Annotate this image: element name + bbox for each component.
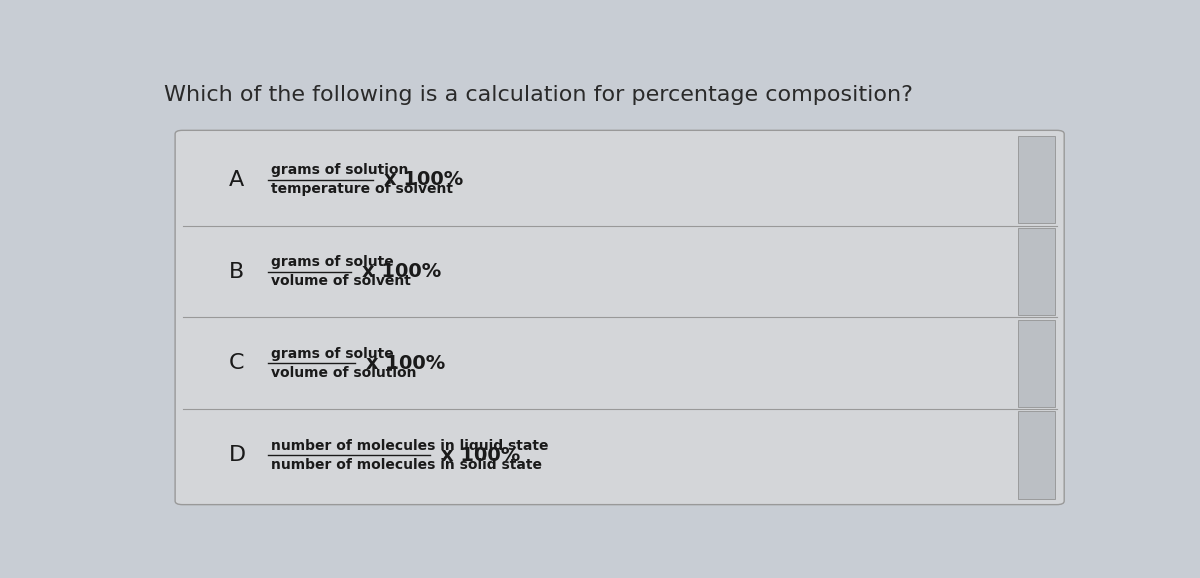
Text: number of molecules in liquid state: number of molecules in liquid state (271, 439, 548, 453)
Bar (1018, 412, 1055, 499)
Text: temperature of solvent: temperature of solvent (271, 182, 452, 196)
Text: A: A (229, 170, 245, 190)
Text: x 100%: x 100% (442, 446, 521, 465)
Text: D: D (229, 445, 246, 465)
Text: C: C (229, 353, 245, 373)
Text: volume of solvent: volume of solvent (271, 274, 410, 288)
Text: x 100%: x 100% (384, 171, 463, 189)
Text: B: B (229, 262, 245, 281)
Text: x 100%: x 100% (366, 354, 445, 373)
FancyBboxPatch shape (175, 130, 1064, 505)
Bar (1018, 228, 1055, 315)
Text: x 100%: x 100% (362, 262, 442, 281)
Bar (1018, 320, 1055, 407)
Text: grams of solute: grams of solute (271, 347, 394, 361)
Text: Which of the following is a calculation for percentage composition?: Which of the following is a calculation … (164, 85, 913, 105)
Text: number of molecules in solid state: number of molecules in solid state (271, 458, 542, 472)
Text: grams of solute: grams of solute (271, 255, 394, 269)
Bar (1018, 136, 1055, 224)
Text: grams of solution: grams of solution (271, 164, 408, 177)
Text: volume of solution: volume of solution (271, 366, 416, 380)
